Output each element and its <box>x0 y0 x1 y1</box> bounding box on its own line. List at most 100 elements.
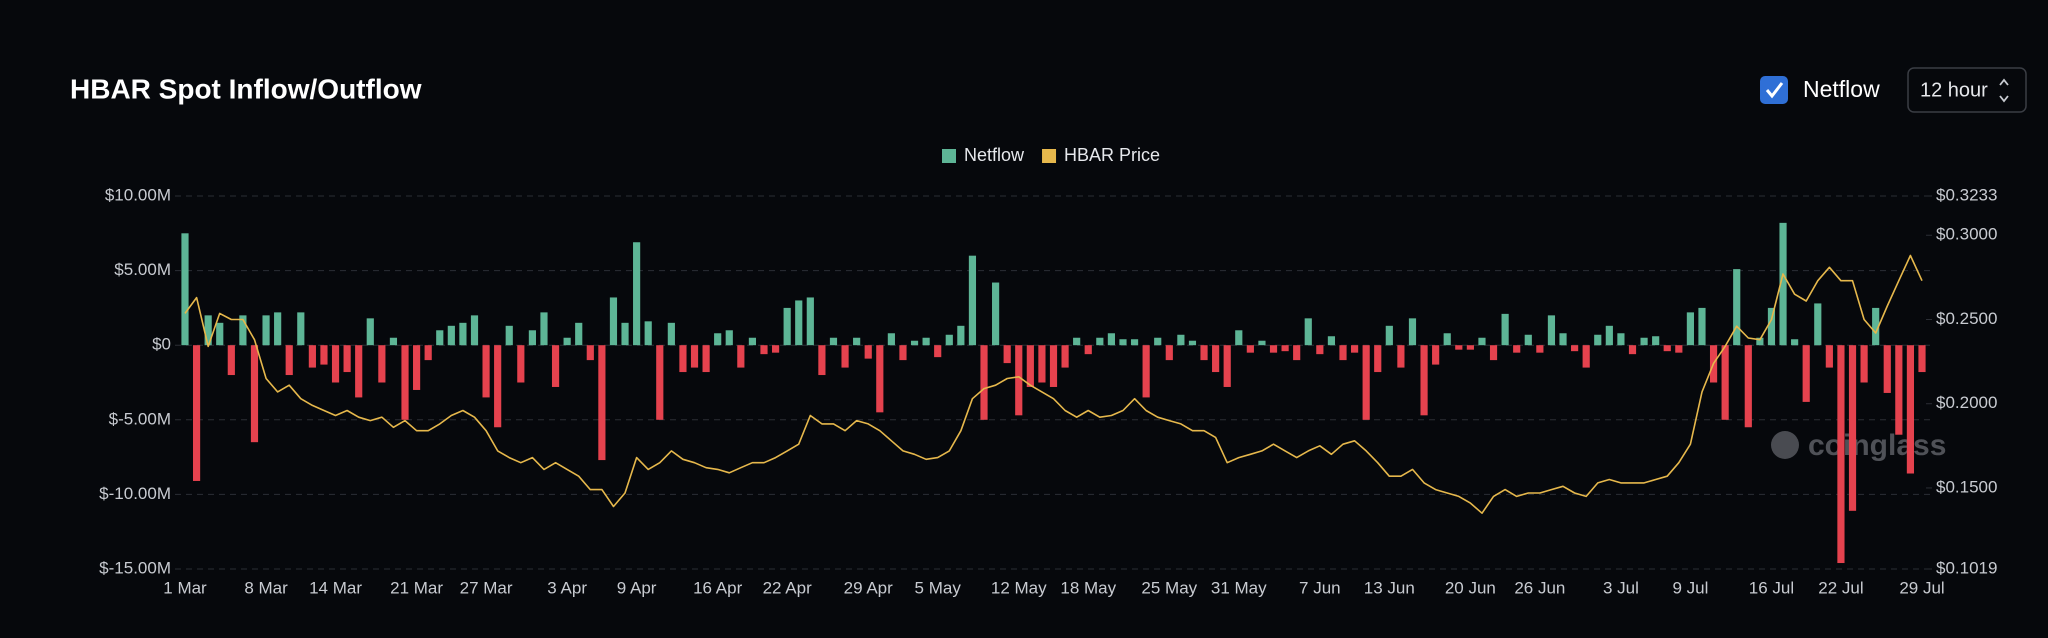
bar <box>980 345 988 420</box>
bar <box>227 345 235 376</box>
checkbox-check <box>1765 82 1784 99</box>
bar <box>1385 325 1393 346</box>
bar <box>1015 345 1023 416</box>
bar <box>1895 345 1903 435</box>
bar <box>1142 345 1150 398</box>
bar <box>274 312 282 346</box>
bar <box>494 345 502 428</box>
bar <box>760 345 768 355</box>
bar <box>1362 345 1370 420</box>
bar <box>1455 345 1463 350</box>
x-tick-label: 31 May <box>1211 578 1267 597</box>
bar <box>575 322 583 346</box>
bar <box>806 297 814 346</box>
bar <box>389 337 398 346</box>
bar <box>968 255 977 346</box>
chart-title: HBAR Spot Inflow/Outflow <box>70 73 422 104</box>
bar <box>540 312 548 346</box>
bar <box>1420 345 1428 416</box>
y-tick-label: $-15.00M <box>99 558 171 577</box>
bar <box>482 345 490 398</box>
bar <box>725 330 733 346</box>
legend-swatch <box>1042 149 1057 163</box>
bar <box>331 345 340 383</box>
bar <box>633 242 641 346</box>
bar <box>679 345 687 373</box>
bar <box>586 345 594 361</box>
bar <box>1501 313 1509 346</box>
bar <box>1258 340 1266 346</box>
bar <box>1478 337 1486 346</box>
bar <box>1374 345 1382 373</box>
bar <box>320 345 328 365</box>
bar <box>1860 345 1868 383</box>
bar <box>563 337 571 346</box>
bar <box>598 345 606 461</box>
legend-label: HBAR Price <box>1064 145 1160 165</box>
x-tick-label: 29 Jul <box>1899 578 1944 597</box>
bar <box>783 307 791 346</box>
bar <box>841 345 849 368</box>
bar <box>1466 345 1474 350</box>
bar <box>690 345 699 368</box>
y2-tick-label: $0.3000 <box>1936 225 1997 244</box>
bar <box>945 334 953 346</box>
bar <box>702 345 710 373</box>
x-tick-label: 3 Apr <box>547 578 587 597</box>
bar <box>795 300 803 346</box>
bar <box>1397 345 1405 368</box>
x-tick-label: 13 Jun <box>1364 578 1415 597</box>
bar <box>1235 330 1243 346</box>
bar <box>1524 334 1532 346</box>
x-tick-label: 12 May <box>991 578 1047 597</box>
bar <box>1652 336 1660 346</box>
bar <box>714 333 722 346</box>
legend-label: Netflow <box>964 145 1025 165</box>
x-tick-label: 9 Apr <box>617 578 657 597</box>
bar <box>1779 222 1787 346</box>
bar <box>1316 345 1324 355</box>
bar <box>1096 337 1104 346</box>
bar <box>1733 269 1741 346</box>
interval-select[interactable] <box>1907 67 2027 113</box>
bar <box>1848 345 1857 511</box>
bar <box>1269 345 1278 353</box>
bar <box>1130 339 1139 346</box>
x-tick-label: 25 May <box>1141 578 1197 597</box>
bar <box>1177 334 1185 346</box>
x-tick-label: 1 Mar <box>163 578 207 597</box>
bar <box>1802 345 1810 402</box>
bar <box>262 315 270 346</box>
bar <box>401 345 409 420</box>
bar <box>771 345 780 353</box>
bar <box>899 345 907 361</box>
bar <box>1559 333 1567 346</box>
y-tick-label: $10.00M <box>105 185 171 204</box>
checkbox-box[interactable] <box>1760 76 1788 104</box>
bar <box>1906 345 1915 474</box>
x-tick-label: 20 Jun <box>1445 578 1496 597</box>
bar <box>737 345 745 368</box>
bar <box>1408 318 1417 346</box>
bar <box>1038 345 1046 383</box>
bar <box>1061 345 1069 368</box>
bar <box>1547 315 1556 346</box>
interval-label[interactable]: 12 hour <box>1920 79 1988 101</box>
bar <box>1188 340 1197 346</box>
bar <box>1825 345 1833 368</box>
bar <box>551 345 560 387</box>
bar <box>1489 345 1498 361</box>
bar <box>1536 345 1544 353</box>
bar <box>297 312 305 346</box>
x-tick-label: 7 Jun <box>1299 578 1341 597</box>
bar <box>308 345 316 368</box>
bar <box>1582 345 1590 368</box>
bar <box>447 325 455 346</box>
bar <box>216 322 224 346</box>
bar <box>1350 345 1359 353</box>
y-tick-label: $-10.00M <box>99 484 171 503</box>
checkbox[interactable] <box>1760 76 1788 104</box>
checkbox-label[interactable]: Netflow <box>1803 76 1880 102</box>
bar <box>1698 307 1706 346</box>
